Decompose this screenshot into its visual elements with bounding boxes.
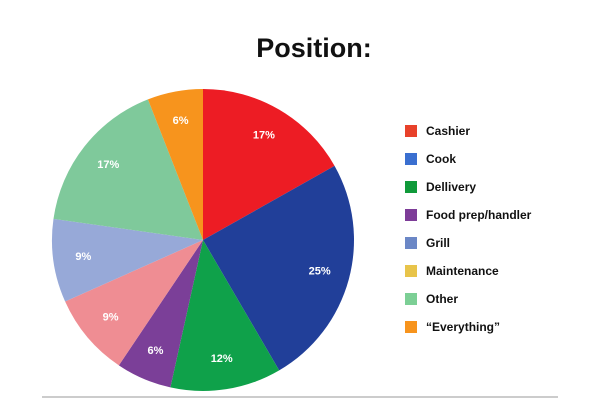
legend-label: Cook [426, 152, 456, 166]
legend-label: Grill [426, 236, 450, 250]
pie-slice [170, 240, 280, 391]
pie-slice [203, 165, 355, 371]
pie-slice [203, 89, 335, 240]
legend-swatch [405, 125, 417, 137]
slice-label: 6% [173, 115, 189, 127]
slice-label: 6% [148, 345, 164, 357]
legend-swatch [405, 237, 417, 249]
slice-label: 9% [103, 312, 119, 324]
legend-swatch [405, 293, 417, 305]
pie-slice [118, 240, 203, 388]
legend-label: Maintenance [426, 264, 499, 278]
legend-label: “Everything” [426, 320, 500, 334]
slice-label: 17% [253, 130, 275, 142]
legend-label: Other [426, 292, 458, 306]
pie-slice [147, 89, 203, 240]
legend-swatch [405, 321, 417, 333]
legend-label: Cashier [426, 124, 470, 138]
pie-slice [51, 218, 203, 302]
legend-label: Food prep/handler [426, 208, 532, 222]
pie-slice [53, 99, 204, 240]
legend-swatch [405, 181, 417, 193]
slice-label: 12% [211, 353, 233, 365]
slice-label: 9% [75, 251, 91, 263]
legend-swatch [405, 265, 417, 277]
pie-slice [65, 240, 203, 366]
chart-title: Position: [256, 33, 372, 63]
slice-label: 17% [97, 159, 119, 171]
legend-swatch [405, 209, 417, 221]
slice-label: 25% [309, 265, 331, 277]
legend-swatch [405, 153, 417, 165]
legend-label: Dellivery [426, 180, 476, 194]
